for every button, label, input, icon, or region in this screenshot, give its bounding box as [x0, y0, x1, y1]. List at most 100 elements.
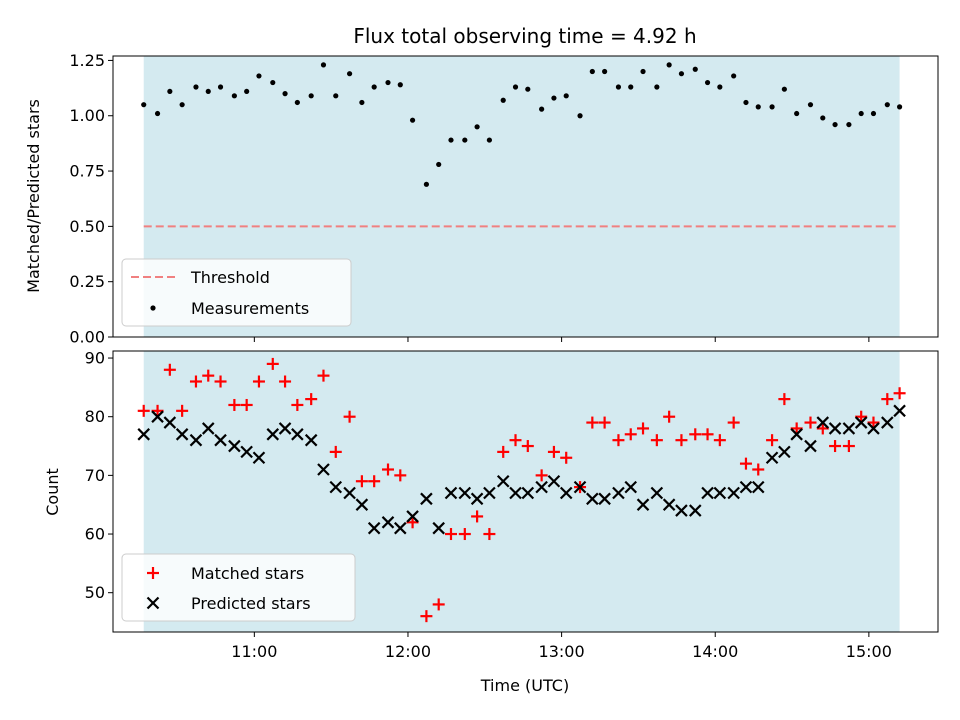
predicted-stars-point [778, 445, 791, 459]
measurements-point [525, 86, 531, 92]
measurements-point [500, 97, 506, 103]
predicted-stars-point [636, 498, 650, 511]
count-panel-frame [112, 350, 939, 633]
predicted-stars-point [278, 422, 292, 435]
measurements-point [794, 110, 800, 117]
predicted-stars-point [713, 486, 727, 500]
matched-stars-point [637, 422, 650, 435]
predicted-stars-point [201, 422, 215, 435]
x-tick-label: 12:00 [385, 642, 431, 661]
matched-stars-point [893, 387, 906, 400]
measurements-point [141, 102, 147, 108]
predicted-stars-point [444, 486, 458, 500]
measurements-point [884, 102, 890, 108]
matched-stars-point [842, 440, 855, 453]
matched-stars-point [855, 410, 868, 423]
matched-stars-point [790, 422, 803, 435]
measurements-point [346, 71, 353, 77]
measurements-point [589, 68, 595, 75]
matched-stars-point [432, 598, 445, 611]
measurements-point [154, 110, 161, 117]
ratio-panel-frame [112, 55, 939, 338]
x-tick-label: 11:00 [231, 642, 277, 661]
x-tick-label: 14:00 [692, 642, 738, 661]
predicted-stars-point [304, 433, 318, 447]
predicted-stars-point [598, 492, 611, 506]
measurements-point [832, 121, 838, 128]
predicted-stars-point [266, 428, 280, 441]
measurements-point [167, 88, 173, 95]
measurements-point [896, 104, 903, 110]
measurements-point [436, 161, 442, 168]
predicted-stars-point [291, 428, 304, 441]
predicted-stars-point [406, 510, 419, 523]
measurements-point [320, 62, 327, 68]
measurements-point [846, 121, 852, 128]
y-tick-label: 1.25 [69, 51, 105, 70]
predicted-stars-point [240, 445, 253, 459]
matched-stars-point [343, 410, 356, 423]
y-tick-label: 50 [85, 583, 105, 602]
predicted-stars-point [432, 521, 445, 535]
y-tick-label: 70 [85, 466, 105, 485]
predicted-stars-point [214, 433, 227, 447]
matched-stars-point [444, 528, 457, 541]
ratio-y-axis-label: Matched/Predicted stars [24, 99, 43, 293]
measurements-point [333, 93, 339, 99]
measurements-point [270, 79, 276, 86]
measurements-legend-label: Measurements [191, 299, 309, 318]
matched-stars-point [650, 434, 663, 447]
ratio-legend: Threshold Measurements [121, 258, 352, 327]
predicted-stars-point [881, 416, 894, 429]
measurements-point [371, 84, 377, 90]
matched-stars-point [291, 398, 304, 411]
measurements-point [359, 99, 365, 106]
predicted-stars-point [228, 439, 241, 453]
predicted-stars-point [496, 474, 510, 488]
matched-stars-point [329, 445, 342, 458]
predicted-stars-point [175, 428, 189, 441]
measurements-point [308, 93, 314, 99]
matched-stars-point [509, 434, 522, 447]
matched-stars-point [521, 440, 534, 453]
measurements-point [615, 84, 622, 90]
predicted-stars-legend-swatch [146, 596, 160, 610]
predicted-stars-point [535, 480, 548, 494]
matched-stars-point [867, 416, 880, 429]
count-marks [137, 357, 906, 623]
measurements-legend-swatch [150, 305, 156, 311]
measurements-point [539, 106, 545, 112]
measurements-point [769, 104, 775, 110]
predicted-stars-point [151, 410, 164, 423]
matched-stars-point [598, 416, 611, 429]
matched-stars-point [394, 469, 407, 482]
matched-stars-point [752, 463, 765, 476]
count-y-axis-label: Count [43, 468, 62, 516]
measurements-point [666, 62, 672, 68]
matched-stars-point [137, 404, 150, 417]
predicted-stars-point [343, 486, 356, 500]
predicted-stars-point [137, 428, 151, 441]
matched-stars-point [804, 416, 817, 429]
predicted-stars-point [612, 486, 625, 500]
matched-stars-point [881, 393, 894, 406]
measurements-point [654, 84, 660, 90]
matched-stars-point [829, 440, 842, 453]
predicted-stars-point [804, 439, 817, 453]
matched-stars-point [355, 475, 368, 488]
matched-stars-point [766, 434, 779, 447]
measurements-point [602, 68, 608, 75]
y-tick-label: 1.00 [69, 106, 105, 125]
count-panel: 50 60 70 80 90 11:00 12:00 13:00 14:00 15:00 Cou… [43, 349, 939, 695]
measurements-point [717, 84, 723, 90]
predicted-stars-point [662, 498, 676, 511]
matched-stars-point [240, 398, 253, 411]
matched-stars-point [663, 410, 676, 423]
measurements-point [858, 110, 864, 117]
matched-stars-point [586, 416, 599, 429]
measurements-point [217, 84, 224, 90]
measurements-point [231, 93, 237, 99]
measurements-point [282, 91, 288, 97]
matched-stars-legend-swatch [147, 567, 159, 579]
